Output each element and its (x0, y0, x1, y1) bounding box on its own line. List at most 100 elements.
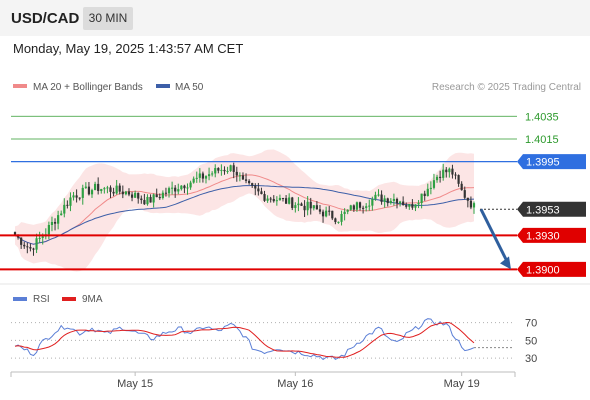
candle-body (32, 248, 35, 250)
candle-body (318, 209, 322, 212)
ma9-legend-label: 9MA (82, 294, 103, 305)
candle-body (223, 169, 226, 172)
candle-body (174, 187, 177, 192)
candle-body (383, 198, 386, 202)
candle-body (392, 198, 396, 201)
candle-body (448, 168, 451, 173)
candle-body (328, 210, 331, 212)
candle-body (315, 205, 318, 210)
candle-body (87, 186, 91, 195)
candle-body (177, 189, 180, 192)
candle-body (140, 198, 143, 201)
candle-body (263, 194, 266, 201)
candle-body (414, 204, 417, 208)
candle-body (26, 246, 29, 248)
candle-body (146, 196, 149, 205)
candle-body (161, 192, 164, 198)
candle-body (69, 197, 72, 206)
price-level-label: 1.4035 (525, 111, 559, 123)
candle-body (294, 205, 297, 208)
candle-body (167, 188, 171, 194)
candle-body (334, 218, 337, 223)
candle-body (331, 210, 334, 219)
candle-body (325, 210, 328, 217)
candle-body (229, 165, 232, 171)
candle-body (180, 185, 183, 190)
candle-body (118, 185, 121, 192)
candle-body (84, 186, 87, 188)
candle-body (137, 192, 140, 199)
price-level-tag (517, 154, 586, 170)
rsi-tick-label: 50 (525, 335, 537, 347)
time-axis: May 15 May 16 May 19 (10, 371, 516, 390)
candle-body (72, 195, 75, 198)
candle-body (343, 211, 346, 214)
time-axis-label: May 15 (117, 378, 153, 390)
bollinger-band-fill (15, 149, 474, 272)
candle-body (420, 193, 423, 204)
bollinger-bands (15, 149, 474, 272)
candle-body (241, 175, 245, 180)
rsi-panel: 70 50 30 (11, 318, 537, 365)
candle-body (23, 244, 26, 247)
candle-body (192, 178, 195, 183)
candle-body (251, 183, 254, 186)
candle-body (260, 191, 263, 195)
candle-body (207, 174, 211, 177)
timeframe-button[interactable]: 30 MIN (83, 7, 133, 30)
candle-body (346, 209, 349, 212)
price-level-label: 1.3930 (526, 230, 560, 242)
candle-body (63, 204, 66, 214)
candle-body (377, 194, 380, 196)
candle-body (66, 204, 69, 206)
candle-body (60, 213, 63, 216)
candle-body (201, 173, 205, 179)
candle-body (466, 197, 469, 201)
candle-body (47, 224, 50, 235)
candle-body (238, 175, 241, 177)
candle-body (232, 165, 235, 172)
candle-body (358, 202, 362, 208)
rsi-tick-label: 70 (525, 318, 537, 330)
credit-text: Research © 2025 Trading Central (432, 82, 581, 93)
candle-body (226, 170, 229, 172)
candle-body (463, 190, 466, 198)
projection-arrow-head (500, 256, 511, 270)
candle-body (214, 168, 217, 174)
candle-body (198, 173, 201, 178)
candle-body (352, 205, 355, 210)
candle-body (13, 232, 17, 236)
candle-body (164, 192, 168, 194)
rsi-ma9-line (14, 321, 475, 358)
candle-body (284, 198, 288, 204)
candle-body (189, 182, 192, 188)
candle-body (306, 201, 309, 211)
candle-body (380, 194, 383, 202)
candle-body (281, 197, 285, 199)
candle-body (362, 207, 365, 209)
datetime-label: Monday, May 19, 2025 1:43:57 AM CET (13, 41, 244, 56)
candle-body (57, 215, 60, 224)
candle-body (171, 187, 174, 189)
candle-body (143, 200, 146, 205)
candle-body (20, 237, 23, 245)
candle-body (374, 194, 377, 200)
candle-body (454, 174, 457, 176)
candle-body (291, 197, 294, 208)
ma50-legend-swatch (156, 84, 170, 88)
candle-body (288, 197, 291, 204)
candle-body (272, 198, 275, 202)
rsi-legend-swatch (13, 297, 27, 301)
candle-body (257, 188, 260, 192)
candle-body (78, 197, 81, 199)
candle-body (134, 192, 137, 198)
candle-body (124, 191, 127, 195)
candle-body (442, 169, 445, 178)
price-levels: 1.4035 1.4015 1.3995 1.3953 1.3930 1.3900 (0, 111, 586, 277)
candle-body (121, 191, 124, 195)
candle-body (411, 204, 414, 208)
price-level-tag (517, 227, 586, 243)
candle-body (97, 183, 100, 191)
